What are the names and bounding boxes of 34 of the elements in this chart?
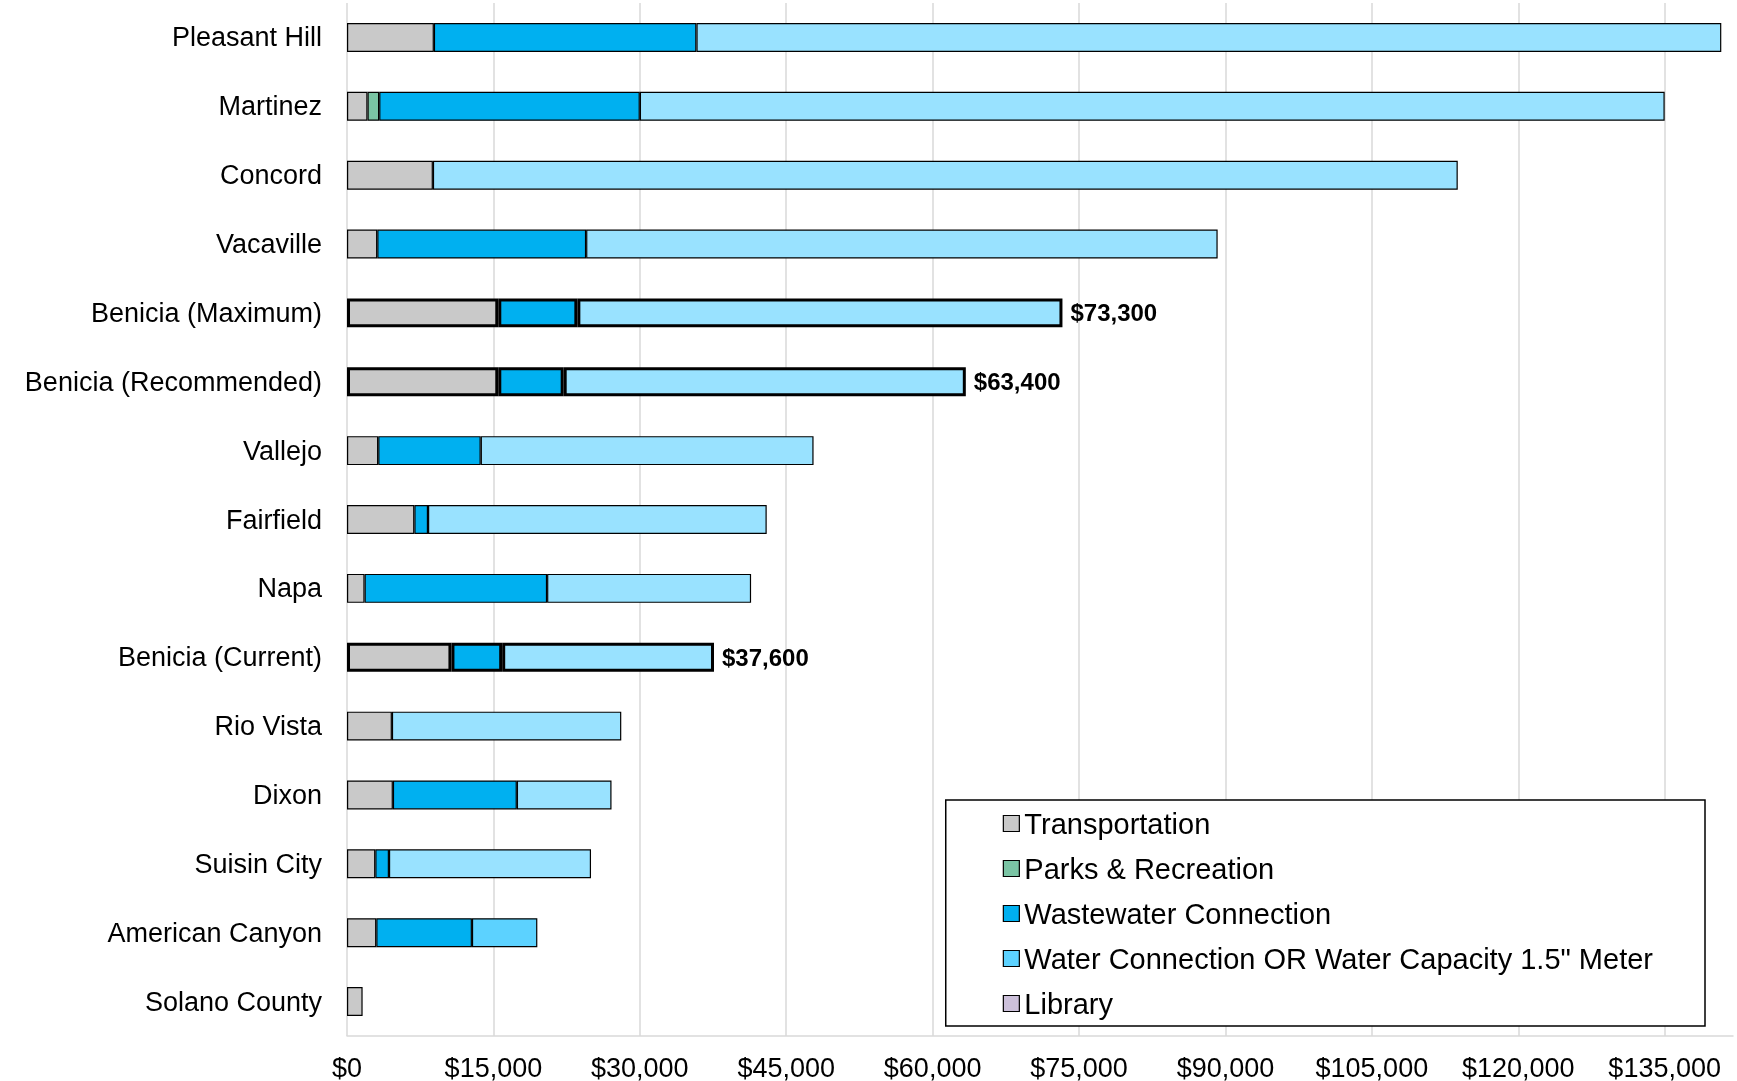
x-tick-label: $30,000	[591, 1052, 689, 1081]
x-tick-label: $105,000	[1315, 1052, 1429, 1081]
y-tick-label: Concord	[219, 160, 322, 191]
x-tick-label: $0	[331, 1052, 363, 1081]
y-tick-label: Benicia (Recommended)	[24, 366, 322, 397]
x-tick-label: $135,000	[1608, 1052, 1721, 1081]
x-tick-label: $60,000	[883, 1052, 982, 1081]
legend-label: Transportation	[1024, 807, 1211, 840]
bar	[347, 987, 363, 1017]
y-tick-label: Solano County	[144, 986, 323, 1017]
x-tick-label: $120,000	[1461, 1052, 1575, 1081]
y-tick-label: Fairfield	[225, 504, 322, 535]
x-tick-label: $75,000	[1030, 1052, 1128, 1081]
legend-label: Library	[1024, 987, 1114, 1020]
legend-label: Parks & Recreation	[1024, 852, 1275, 885]
x-tick-label: $45,000	[737, 1052, 836, 1081]
y-tick-label: Napa	[257, 573, 323, 604]
x-tick-label: $15,000	[444, 1052, 543, 1081]
y-tick-label: Martinez	[218, 91, 322, 122]
legend-label: Wastewater Connection	[1024, 897, 1332, 930]
y-tick-label: Rio Vista	[214, 711, 323, 742]
y-tick-label: American Canyon	[107, 917, 322, 948]
total-label: $63,400	[973, 368, 1061, 396]
total-label: $37,600	[722, 643, 809, 671]
y-tick-label: Vacaville	[215, 229, 322, 260]
x-tick-label: $90,000	[1176, 1052, 1275, 1081]
y-tick-label: Vallejo	[242, 435, 322, 466]
legend-label: Water Connection OR Water Capacity 1.5" Meter	[1024, 942, 1654, 975]
total-label: $73,300	[1070, 299, 1158, 327]
y-tick-label: Benicia (Maximum)	[90, 297, 322, 328]
y-tick-label: Benicia (Current)	[117, 642, 322, 673]
y-tick-label: Pleasant Hill	[171, 22, 322, 53]
y-tick-label: Dixon	[252, 779, 322, 810]
y-tick-label: Suisin City	[194, 848, 323, 879]
